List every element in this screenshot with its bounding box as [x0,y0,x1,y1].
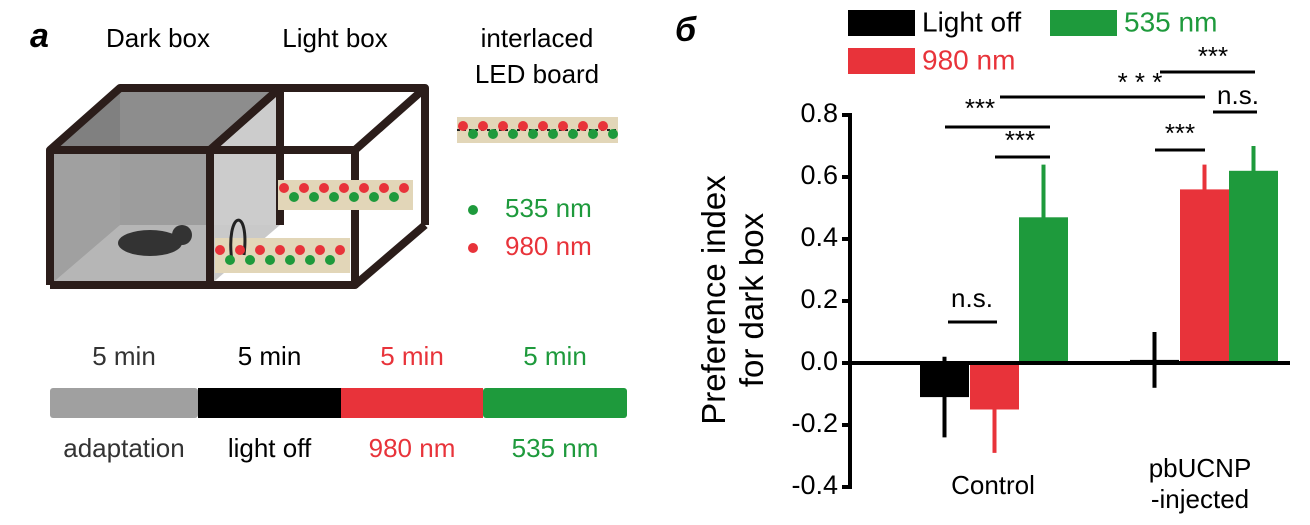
legend-label: Light off [922,6,1021,37]
board-label: LED board [475,59,599,89]
timeline-segment [50,388,198,418]
led-dot [379,183,389,193]
timeline-label: 535 nm [512,433,599,463]
panel-label: a [30,17,49,55]
led-dot [215,245,225,255]
led-dot [329,192,339,202]
legend-swatch [848,48,915,74]
led-dot [518,121,528,131]
led-dot [389,192,399,202]
led-dot [225,255,235,265]
significance-label: n.s. [1217,80,1259,110]
led-dot [528,129,538,139]
board-label: interlaced [481,23,594,53]
box-illustration [46,84,618,289]
y-tick-label: 0.4 [800,222,838,252]
led-dot [255,245,265,255]
y-tick-label: 0.0 [800,346,838,376]
legend-dot [468,205,478,215]
significance-label: n.s. [951,283,993,313]
led-dot [468,129,478,139]
significance-label: *** [1198,41,1228,71]
led-dot [498,121,508,131]
significance-label: *** [1005,125,1035,155]
led-dot [578,121,588,131]
led-dot [285,255,295,265]
led-dot [349,192,359,202]
led-dot [478,121,488,131]
significance-label: * * * [1118,67,1163,97]
dark-box-label: Dark box [106,23,210,53]
led-dot [319,183,329,193]
led-dot [558,121,568,131]
y-axis-label: Preference indexfor dark box [695,175,770,425]
led-dot [538,121,548,131]
significance-label: *** [965,93,995,123]
led-dot [245,255,255,265]
led-dot [369,192,379,202]
led-dot [289,192,299,202]
timeline-duration: 5 min [380,341,444,371]
timeline-label: light off [228,433,312,463]
led-dot [548,129,558,139]
bar [1180,189,1229,363]
x-tick-label-line: -injected [1151,484,1249,514]
led-dot [315,245,325,255]
legend-label: 980 nm [505,231,592,261]
led-dot [508,129,518,139]
led-dot [598,121,608,131]
legend-swatch [848,10,915,36]
y-axis-label-line: for dark box [733,212,770,387]
led-dot [339,183,349,193]
timeline-segment [483,388,627,418]
legend-swatch [1050,10,1117,36]
legend-label: 535 nm [1124,6,1217,37]
y-tick-label: 0.8 [800,98,838,128]
timeline-duration: 5 min [92,341,156,371]
bar [1019,217,1068,363]
panel-label: б [675,11,697,49]
led-dot [305,255,315,265]
led-dot [325,255,335,265]
led-dot [265,255,275,265]
bar [920,363,969,398]
led-dot [399,183,409,193]
led-dot [279,183,289,193]
timeline-segment [198,388,341,418]
led-dot [299,183,309,193]
significance-label: *** [1165,118,1195,148]
y-tick-label: 0.2 [800,284,838,314]
x-tick-label: pbUCNP -injected [1149,453,1252,514]
y-tick-label: -0.2 [791,408,838,438]
y-tick-label: -0.4 [791,470,838,500]
led-dot [235,245,245,255]
led-dot [275,245,285,255]
led-dot [335,245,345,255]
legend-dot [468,243,478,253]
bar [970,363,1019,410]
y-tick-label: 0.6 [800,160,838,190]
timeline-label: adaptation [63,433,184,463]
led-dot [488,129,498,139]
timeline-segment [341,388,483,418]
timeline-label: 980 nm [369,433,456,463]
light-box-label: Light box [282,23,388,53]
led-dot [608,129,618,139]
led-dot [309,192,319,202]
timeline-duration: 5 min [238,341,302,371]
y-axis-label-line: Preference index [695,175,732,425]
legend-label: 535 nm [505,193,592,223]
led-dot [588,129,598,139]
timeline-duration: 5 min [523,341,587,371]
led-dot [458,121,468,131]
x-tick-label: Control [951,470,1035,500]
x-tick-label-line: pbUCNP [1149,453,1252,483]
led-dot [359,183,369,193]
legend-label: 980 nm [922,44,1015,75]
led-dot [568,129,578,139]
led-dot [295,245,305,255]
bar [1229,170,1278,363]
